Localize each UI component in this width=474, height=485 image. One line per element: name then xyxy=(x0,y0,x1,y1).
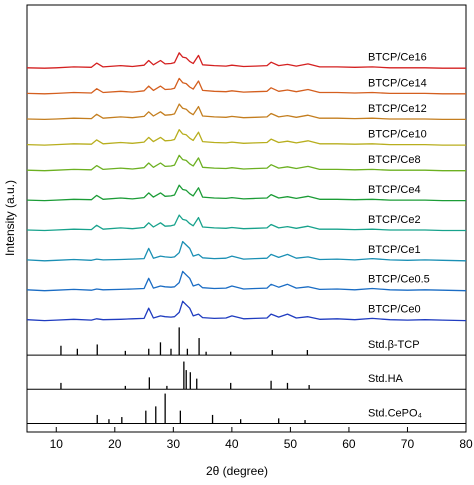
reference-label: Std.HA xyxy=(368,373,404,385)
series-label: BTCP/Ce12 xyxy=(368,103,427,115)
pattern-line xyxy=(26,214,466,232)
series-label: BTCP/Ce0 xyxy=(368,304,421,316)
reference-label: Std.β-TCP xyxy=(368,339,420,351)
pattern-line xyxy=(26,103,466,121)
x-tick-label: 80 xyxy=(459,437,473,451)
series-label: BTCP/Ce2 xyxy=(368,214,421,226)
pattern-line xyxy=(26,270,467,292)
series-label: BTCP/Ce16 xyxy=(368,52,427,64)
series-label: BTCP/Ce14 xyxy=(368,77,427,89)
pattern-line xyxy=(26,184,466,202)
x-tick-label: 30 xyxy=(167,437,181,451)
x-axis-label: 2θ (degree) xyxy=(206,464,268,478)
series-label: BTCP/Ce10 xyxy=(368,129,427,141)
reference-label: Std.CePO₄ xyxy=(368,407,423,419)
x-tick-label: 50 xyxy=(284,437,298,451)
series-label: BTCP/Ce1 xyxy=(368,244,421,256)
series-label: BTCP/Ce4 xyxy=(368,184,421,196)
pattern-line xyxy=(26,240,467,262)
pattern-line xyxy=(26,77,466,95)
plot-frame xyxy=(26,4,467,433)
x-tick-label: 10 xyxy=(50,437,64,451)
pattern-line xyxy=(26,154,466,172)
x-tick-label: 40 xyxy=(225,437,239,451)
pattern-line xyxy=(26,300,467,322)
x-tick-label: 20 xyxy=(108,437,122,451)
y-axis-label: Intensity (a.u.) xyxy=(3,180,17,256)
x-tick-label: 70 xyxy=(401,437,415,451)
pattern-line xyxy=(26,129,466,146)
pattern-line xyxy=(26,52,466,69)
series-label: BTCP/Ce8 xyxy=(368,154,421,166)
x-tick-label: 60 xyxy=(342,437,356,451)
series-label: BTCP/Ce0.5 xyxy=(368,274,430,286)
